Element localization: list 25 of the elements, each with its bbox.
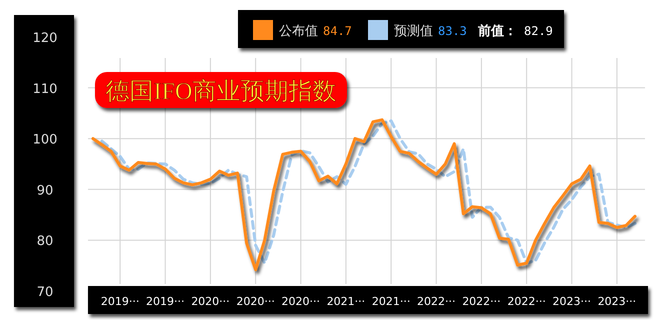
legend-label: 公布值: [279, 24, 318, 39]
annotation: 83.3: [438, 24, 467, 38]
x-tick-label: 2021···: [372, 295, 410, 308]
x-tick-label: 2023···: [552, 295, 592, 308]
y-tick-label: 90: [36, 183, 54, 198]
x-tick-label: 2020···: [191, 295, 230, 308]
annotation: 82.9: [524, 24, 553, 38]
text: 德国IFO商业预期指数: [106, 78, 336, 105]
x-tick-label: 2019···: [146, 295, 185, 308]
x-tick-label: 2019···: [100, 295, 140, 308]
legend-label: 预测值: [394, 24, 433, 39]
x-tick-label: 2020···: [282, 295, 320, 308]
annotation: 前值：: [477, 24, 517, 39]
x-tick-label: 2022···: [507, 295, 546, 308]
x-tick-label: 2021···: [326, 295, 366, 308]
x-tick-label: 2023···: [598, 295, 636, 308]
y-tick-label: 100: [32, 132, 58, 148]
x-tick-label: 2020···: [236, 295, 275, 308]
y-tick-label: 110: [32, 82, 58, 97]
x-tick-label: 2022···: [417, 295, 456, 308]
y-tick-label: 80: [36, 234, 54, 250]
y-tick-label: 70: [36, 285, 54, 300]
annotation: 84.7: [323, 24, 352, 38]
y-tick-label: 120: [32, 31, 58, 46]
x-tick-label: 2022···: [462, 295, 501, 308]
